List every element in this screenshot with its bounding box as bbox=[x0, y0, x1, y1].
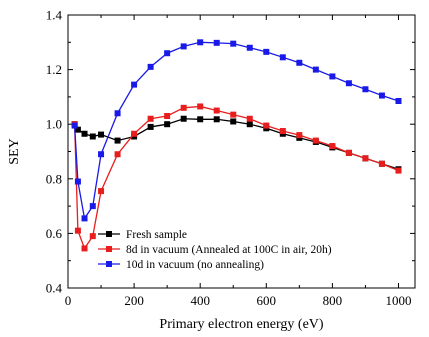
data-point bbox=[263, 48, 270, 55]
data-point bbox=[230, 40, 237, 47]
data-point bbox=[246, 115, 253, 122]
data-point bbox=[71, 122, 78, 129]
series-2 bbox=[71, 103, 402, 252]
data-point bbox=[98, 151, 105, 158]
data-point bbox=[180, 104, 187, 111]
data-point bbox=[197, 103, 204, 110]
data-point bbox=[114, 151, 121, 158]
x-axis-title: Primary electron energy (eV) bbox=[159, 317, 324, 332]
y-axis-ticks: 0.4 0.6 0.8 1.0 1.2 1.4 bbox=[46, 8, 415, 296]
series-line bbox=[73, 105, 399, 250]
data-point bbox=[213, 116, 220, 123]
data-point bbox=[378, 92, 385, 99]
data-point bbox=[246, 44, 253, 51]
data-point bbox=[164, 50, 171, 57]
legend-item-2: 8d in vacuum (Annealed at 100C in air, 2… bbox=[98, 244, 332, 256]
data-point bbox=[378, 160, 385, 167]
legend-label: 8d in vacuum (Annealed at 100C in air, 2… bbox=[126, 244, 332, 256]
y-tick-label: 0.8 bbox=[46, 171, 62, 186]
x-axis-ticks: 0 200 400 600 800 1000 bbox=[65, 15, 411, 308]
series-line bbox=[74, 118, 399, 170]
x-tick-label: 600 bbox=[257, 293, 277, 308]
data-point bbox=[89, 203, 96, 210]
data-point bbox=[279, 128, 286, 135]
data-point bbox=[114, 110, 121, 117]
data-point bbox=[213, 39, 220, 46]
legend-label: 10d in vacuum (no annealing) bbox=[126, 259, 264, 271]
data-point bbox=[89, 233, 96, 240]
data-point bbox=[230, 118, 237, 125]
data-point bbox=[164, 121, 171, 128]
y-tick-label: 1.0 bbox=[46, 117, 62, 132]
data-point bbox=[246, 121, 253, 128]
data-point bbox=[147, 115, 154, 122]
y-tick-label: 0.6 bbox=[46, 226, 63, 241]
x-tick-label: 1000 bbox=[385, 293, 411, 308]
y-tick-label: 1.4 bbox=[46, 8, 63, 23]
data-point bbox=[296, 59, 303, 66]
series-1 bbox=[71, 115, 402, 173]
data-point bbox=[296, 132, 303, 139]
x-tick-label: 800 bbox=[323, 293, 343, 308]
data-point bbox=[81, 215, 88, 222]
legend-swatch-marker bbox=[106, 231, 112, 237]
legend-item-1: Fresh sample bbox=[98, 229, 187, 241]
data-point bbox=[263, 122, 270, 129]
legend-swatch-marker bbox=[106, 261, 112, 267]
data-point bbox=[197, 39, 204, 46]
series-3 bbox=[71, 39, 402, 222]
legend: Fresh sample 8d in vacuum (Annealed at 10… bbox=[98, 229, 332, 271]
data-point bbox=[230, 111, 237, 118]
data-point bbox=[362, 86, 369, 93]
data-point bbox=[362, 155, 369, 162]
data-point bbox=[329, 143, 336, 150]
y-tick-label: 0.4 bbox=[46, 281, 63, 296]
legend-label: Fresh sample bbox=[126, 229, 187, 241]
data-point bbox=[131, 130, 138, 137]
data-point bbox=[213, 107, 220, 114]
data-point bbox=[279, 54, 286, 61]
data-point bbox=[131, 81, 138, 88]
x-tick-label: 200 bbox=[124, 293, 144, 308]
data-point bbox=[147, 63, 154, 70]
data-point bbox=[180, 115, 187, 122]
series-layer bbox=[71, 39, 402, 252]
data-point bbox=[147, 123, 154, 130]
data-point bbox=[312, 137, 319, 144]
data-point bbox=[74, 178, 81, 185]
legend-swatch-marker bbox=[106, 246, 112, 252]
data-point bbox=[197, 116, 204, 123]
x-tick-label: 400 bbox=[190, 293, 210, 308]
y-tick-label: 1.2 bbox=[46, 62, 62, 77]
data-point bbox=[114, 137, 121, 144]
data-point bbox=[395, 97, 402, 104]
data-point bbox=[312, 66, 319, 73]
x-tick-label: 0 bbox=[65, 293, 72, 308]
data-point bbox=[329, 73, 336, 80]
series-line bbox=[73, 41, 399, 221]
y-axis-title: SEY bbox=[7, 138, 22, 164]
data-point bbox=[345, 80, 352, 87]
data-point bbox=[74, 227, 81, 234]
data-point bbox=[81, 130, 88, 137]
data-point bbox=[345, 149, 352, 156]
data-point bbox=[395, 167, 402, 174]
data-point bbox=[98, 131, 105, 138]
data-point bbox=[81, 245, 88, 252]
data-point bbox=[164, 113, 171, 120]
data-point bbox=[98, 188, 105, 195]
data-point bbox=[74, 126, 81, 133]
data-point bbox=[89, 133, 96, 140]
data-point bbox=[180, 43, 187, 50]
legend-item-3: 10d in vacuum (no annealing) bbox=[98, 259, 264, 271]
